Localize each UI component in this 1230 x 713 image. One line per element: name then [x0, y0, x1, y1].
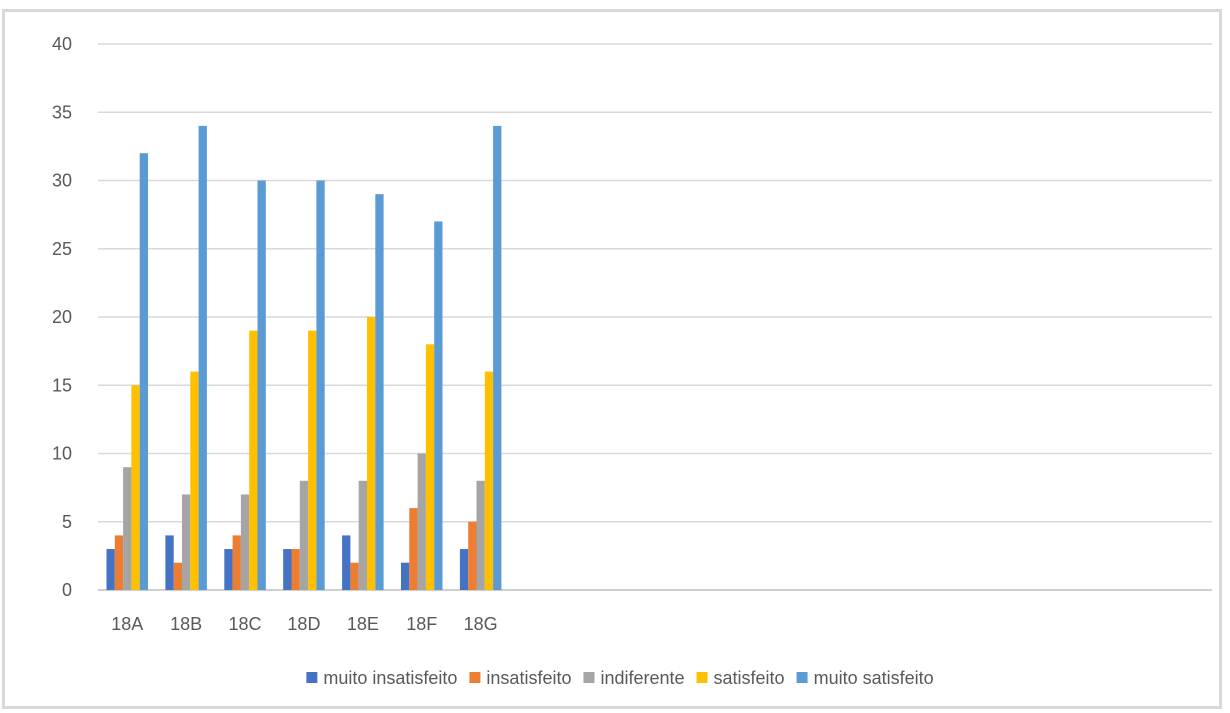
bars: [106, 125, 502, 591]
x-axis-ticks: 18A 18B 18C 18D 18E 18F 18G: [111, 614, 497, 634]
x-tick-label: 18E: [347, 614, 379, 634]
bar-indiferente-18B: [182, 494, 191, 590]
bar-satisfeito-18F: [425, 344, 435, 590]
legend-swatch: [583, 672, 595, 683]
x-tick-label: 18A: [111, 614, 143, 634]
bar-insatisfeito-18A: [114, 535, 124, 590]
bar-insatisfeito-18E: [350, 562, 359, 590]
bar-satisfeito-18B: [190, 371, 199, 590]
x-tick-label: 18F: [406, 614, 437, 634]
bar-muito-insatisfeito-18F: [401, 562, 410, 590]
bar-muito-insatisfeito-18A: [106, 549, 115, 590]
y-tick-label: 10: [52, 444, 72, 464]
y-tick-label: 30: [52, 171, 72, 191]
bar-muito-satisfeito-18A: [139, 153, 148, 590]
legend-item: insatisfeito: [469, 668, 571, 688]
legend-item: indiferente: [583, 668, 685, 688]
bar-satisfeito-18C: [249, 330, 258, 590]
x-tick-label: 18B: [170, 614, 202, 634]
y-tick-label: 25: [52, 239, 72, 259]
y-tick-label: 15: [52, 375, 72, 395]
bar-satisfeito-18D: [308, 330, 317, 590]
bar-insatisfeito-18G: [468, 521, 477, 590]
bar-muito-satisfeito-18G: [493, 125, 502, 591]
legend-label: indiferente: [600, 668, 684, 688]
bar-indiferente-18D: [299, 480, 309, 590]
bar-indiferente-18A: [123, 467, 132, 590]
bar-insatisfeito-18B: [173, 562, 182, 590]
bar-indiferente-18C: [240, 494, 250, 590]
bar-insatisfeito-18F: [409, 508, 418, 590]
y-tick-label: 0: [62, 580, 72, 600]
legend-label: satisfeito: [714, 668, 785, 688]
bar-satisfeito-18G: [484, 371, 494, 590]
legend-item: muito satisfeito: [796, 668, 934, 688]
x-tick-label: 18G: [464, 614, 498, 634]
bar-muito-insatisfeito-18D: [283, 549, 292, 590]
legend-swatch: [306, 672, 318, 683]
bar-muito-insatisfeito-18C: [224, 549, 233, 590]
y-tick-label: 20: [52, 307, 72, 327]
legend-swatch: [696, 672, 708, 683]
bar-satisfeito-18A: [131, 385, 140, 590]
bar-insatisfeito-18C: [232, 535, 241, 590]
x-tick-label: 18C: [229, 614, 262, 634]
y-axis-ticks: 0 5 10 15 20 25 30 35 40: [52, 34, 72, 600]
legend-label: insatisfeito: [486, 668, 571, 688]
bar-insatisfeito-18D: [291, 549, 300, 590]
bar-satisfeito-18E: [367, 317, 376, 590]
legend-item: satisfeito: [696, 668, 785, 688]
bar-muito-satisfeito-18F: [434, 221, 443, 590]
legend-swatch: [796, 672, 808, 683]
bar-muito-satisfeito-18E: [375, 194, 384, 590]
y-tick-label: 40: [52, 34, 72, 54]
bar-muito-insatisfeito-18E: [342, 535, 351, 590]
bar-indiferente-18F: [417, 453, 426, 590]
bar-muito-insatisfeito-18B: [165, 535, 174, 590]
bar-indiferente-18E: [358, 480, 367, 590]
bar-muito-satisfeito-18C: [257, 180, 266, 590]
bar-muito-satisfeito-18D: [316, 180, 325, 590]
y-tick-label: 35: [52, 102, 72, 122]
x-tick-label: 18D: [287, 614, 320, 634]
legend-swatch: [469, 672, 481, 683]
legend-label: muito satisfeito: [814, 668, 934, 688]
bar-muito-insatisfeito-18G: [459, 549, 469, 590]
bar-muito-satisfeito-18B: [198, 125, 207, 591]
bar-indiferente-18G: [476, 480, 485, 590]
legend-label: muito insatisfeito: [323, 668, 457, 688]
legend-item: muito insatisfeito: [306, 668, 457, 688]
legend: muito insatisfeito insatisfeito indiferent…: [306, 668, 934, 688]
y-tick-label: 5: [62, 512, 72, 532]
